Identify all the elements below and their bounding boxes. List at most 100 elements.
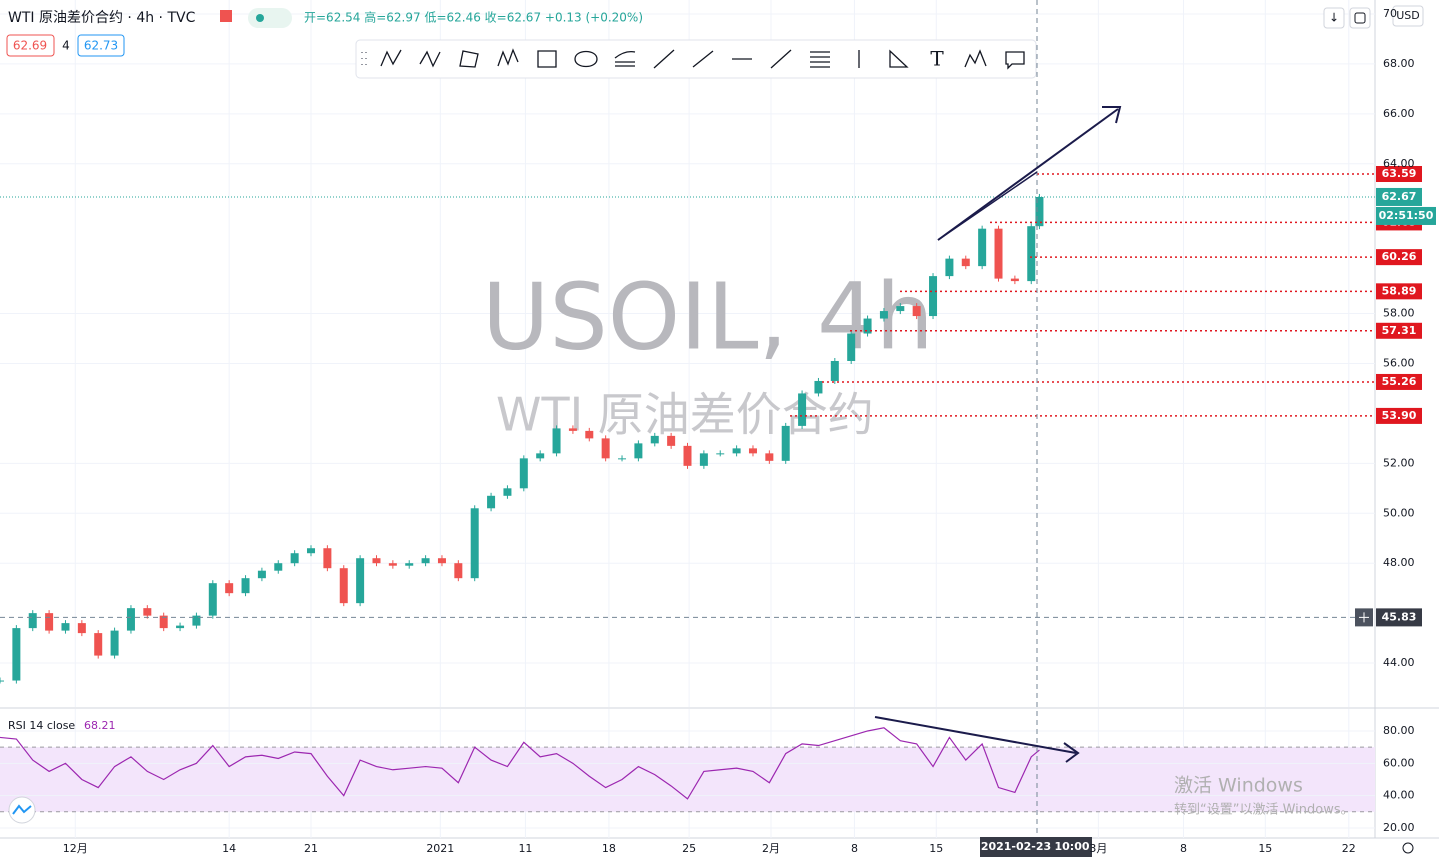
candle bbox=[1010, 278, 1019, 282]
y-tick-label: 80.00 bbox=[1383, 724, 1415, 737]
settings-icon[interactable] bbox=[1402, 842, 1414, 854]
candle bbox=[454, 563, 463, 579]
status-pill[interactable] bbox=[248, 8, 292, 28]
candle bbox=[978, 228, 987, 267]
candle bbox=[503, 488, 512, 496]
candle bbox=[339, 568, 348, 604]
candle bbox=[470, 508, 479, 579]
candle bbox=[290, 553, 299, 564]
countdown-box bbox=[1376, 206, 1436, 225]
candle bbox=[28, 613, 37, 629]
candle bbox=[781, 425, 790, 461]
bid-box[interactable] bbox=[6, 34, 55, 57]
candle bbox=[405, 563, 414, 566]
candle bbox=[1035, 196, 1044, 227]
os-watermark-hint: 转到“设置”以激活 Windows。 bbox=[1174, 803, 1354, 818]
candle bbox=[437, 558, 446, 564]
trend-line[interactable] bbox=[937, 108, 1119, 241]
candle bbox=[618, 458, 627, 460]
candle bbox=[716, 453, 725, 455]
candle bbox=[552, 428, 561, 454]
tool-button[interactable] bbox=[492, 45, 524, 73]
level-label-box bbox=[1376, 322, 1422, 339]
candle bbox=[241, 578, 250, 594]
candle bbox=[568, 428, 577, 431]
tool-button[interactable] bbox=[609, 45, 641, 73]
candle bbox=[634, 443, 643, 459]
x-tick-label: 8 bbox=[851, 842, 858, 855]
last-price: 62.67 bbox=[1382, 190, 1417, 203]
watermark-symbol: USOIL, 4h bbox=[482, 263, 934, 370]
level-label-box bbox=[1376, 166, 1422, 183]
reset-button[interactable] bbox=[1349, 7, 1371, 29]
candle bbox=[176, 625, 185, 629]
level-label-box bbox=[1376, 407, 1422, 424]
y-tick-label: 48.00 bbox=[1383, 556, 1415, 569]
candle bbox=[0, 680, 4, 682]
rsi-trend-arrow bbox=[1063, 742, 1080, 763]
scroll-button[interactable] bbox=[1323, 7, 1345, 29]
y-tick-label: 40.00 bbox=[1383, 789, 1415, 802]
reset-icon bbox=[1354, 12, 1366, 24]
logo-icon bbox=[12, 804, 32, 815]
tool-button[interactable] bbox=[531, 45, 563, 73]
y-tick-label: 50.00 bbox=[1383, 506, 1415, 519]
level-label: 53.90 bbox=[1382, 409, 1417, 422]
candle bbox=[1027, 226, 1036, 282]
flag-icon[interactable] bbox=[220, 10, 232, 22]
candle bbox=[912, 306, 921, 317]
ask: 62.73 bbox=[84, 39, 118, 53]
candle bbox=[732, 448, 741, 454]
candle bbox=[683, 445, 692, 466]
spread: 4 bbox=[62, 39, 70, 53]
tool-icon bbox=[497, 48, 519, 67]
text-tool[interactable]: T bbox=[930, 47, 944, 71]
tool-button[interactable] bbox=[453, 45, 485, 73]
symbol-title: WTI 原油差价合约 · 4h · TVC bbox=[8, 10, 196, 26]
y-tick-label: 20.00 bbox=[1383, 821, 1415, 834]
candle bbox=[830, 360, 839, 381]
candle bbox=[12, 628, 21, 681]
ask-box[interactable] bbox=[77, 34, 125, 57]
rsi-trend-line[interactable] bbox=[874, 716, 1077, 754]
candle bbox=[601, 438, 610, 459]
x-tick-label: 2月 bbox=[762, 842, 780, 855]
tool-icon bbox=[653, 49, 675, 69]
x-tick-label: 11 bbox=[518, 842, 532, 855]
tool-icon bbox=[964, 49, 987, 68]
candle bbox=[192, 615, 201, 626]
candle bbox=[208, 583, 217, 616]
candle bbox=[143, 608, 152, 616]
currency-box[interactable] bbox=[1392, 5, 1424, 27]
candle bbox=[257, 570, 266, 579]
y-tick-label: 56.00 bbox=[1383, 356, 1415, 369]
x-tick-label: 15 bbox=[929, 842, 943, 855]
scroll-icon: ↓ bbox=[1329, 11, 1339, 25]
y-tick-label: 52.00 bbox=[1383, 456, 1415, 469]
candle bbox=[536, 453, 545, 459]
crosshair-price-box bbox=[1376, 608, 1422, 627]
candle bbox=[45, 613, 54, 631]
y-tick-label: 70 bbox=[1383, 7, 1397, 20]
currency: USD bbox=[1396, 9, 1420, 22]
candle bbox=[323, 548, 332, 569]
candle bbox=[896, 306, 905, 312]
tool-icon bbox=[419, 50, 441, 68]
y-tick-label: 60.00 bbox=[1383, 756, 1415, 769]
rsi-title: RSI 14 close bbox=[8, 719, 75, 732]
y-tick-label: 64.00 bbox=[1383, 157, 1415, 170]
countdown: 02:51:50 bbox=[1379, 209, 1434, 222]
candle bbox=[929, 276, 938, 317]
tool-button[interactable] bbox=[804, 45, 836, 73]
trend-line[interactable] bbox=[937, 171, 1038, 241]
rsi-line bbox=[0, 727, 1040, 800]
tool-button[interactable] bbox=[999, 45, 1031, 73]
level-label: 55.26 bbox=[1382, 375, 1417, 388]
candle bbox=[585, 430, 594, 439]
candle bbox=[94, 633, 103, 656]
candle bbox=[307, 548, 316, 554]
candle bbox=[863, 318, 872, 334]
y-tick-label: 44.00 bbox=[1383, 656, 1415, 669]
